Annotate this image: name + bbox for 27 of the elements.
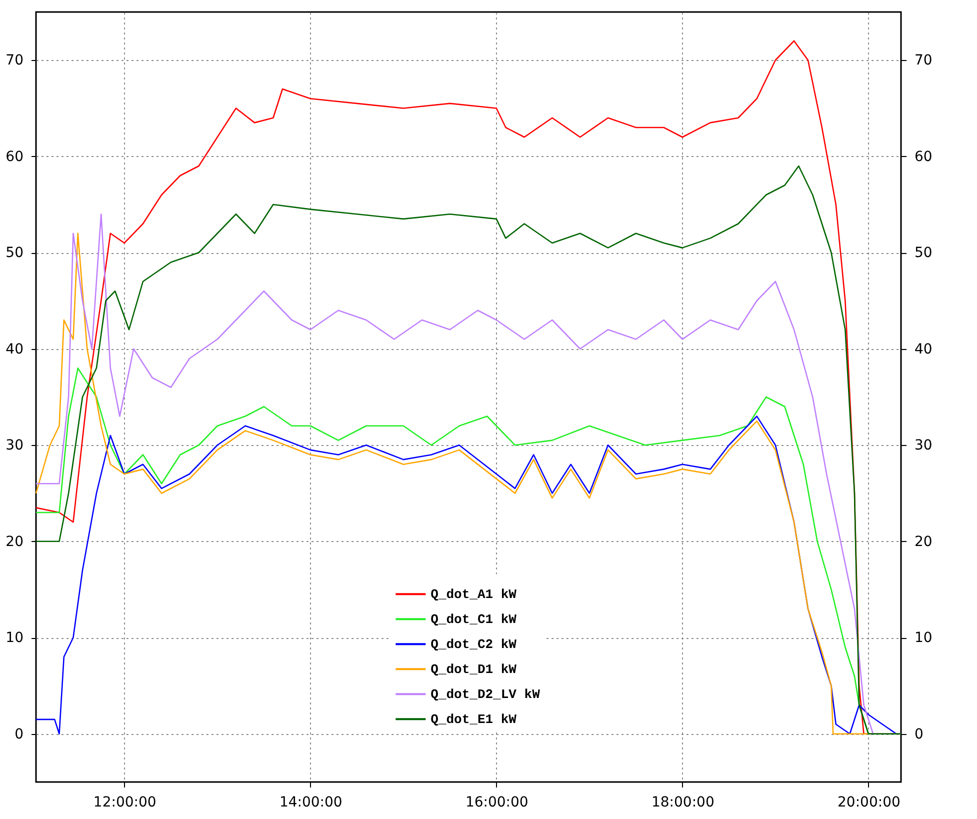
y2-tick-label: 0: [914, 726, 924, 742]
y-tick-label: 70: [6, 52, 24, 69]
y2-tick-label: 70: [914, 52, 932, 69]
y-tick-label: 40: [6, 341, 24, 358]
y2-tick-label: 50: [914, 245, 932, 262]
legend-label: Q_dot_C1 kW: [430, 612, 517, 628]
y-tick-label: 50: [6, 245, 24, 262]
x-tick-label: 18:00:00: [651, 794, 714, 810]
y-tick-label: 20: [6, 534, 24, 550]
legend-label: Q_dot_D1 kW: [430, 662, 517, 678]
y-tick-label: 0: [14, 726, 24, 742]
legend-label: Q_dot_C2 kW: [430, 637, 517, 652]
y2-tick-label: 30: [914, 438, 932, 454]
x-tick-label: 14:00:00: [279, 794, 342, 810]
x-tick-label: 12:00:00: [93, 794, 156, 810]
legend-label: Q_dot_E1 kW: [430, 712, 517, 728]
x-tick-label: 20:00:00: [838, 794, 900, 810]
y2-tick-label: 10: [914, 630, 932, 646]
legend-label: Q_dot_A1 kW: [430, 587, 517, 602]
y2-tick-label: 20: [914, 534, 932, 550]
y-tick-label: 10: [6, 630, 24, 646]
y-tick-label: 30: [6, 438, 24, 454]
x-tick-label: 16:00:00: [465, 794, 528, 810]
y2-tick-label: 60: [914, 148, 932, 165]
legend-label: Q_dot_D2_LV kW: [430, 687, 540, 702]
y-tick-label: 60: [6, 148, 24, 165]
y2-tick-label: 40: [914, 341, 932, 358]
